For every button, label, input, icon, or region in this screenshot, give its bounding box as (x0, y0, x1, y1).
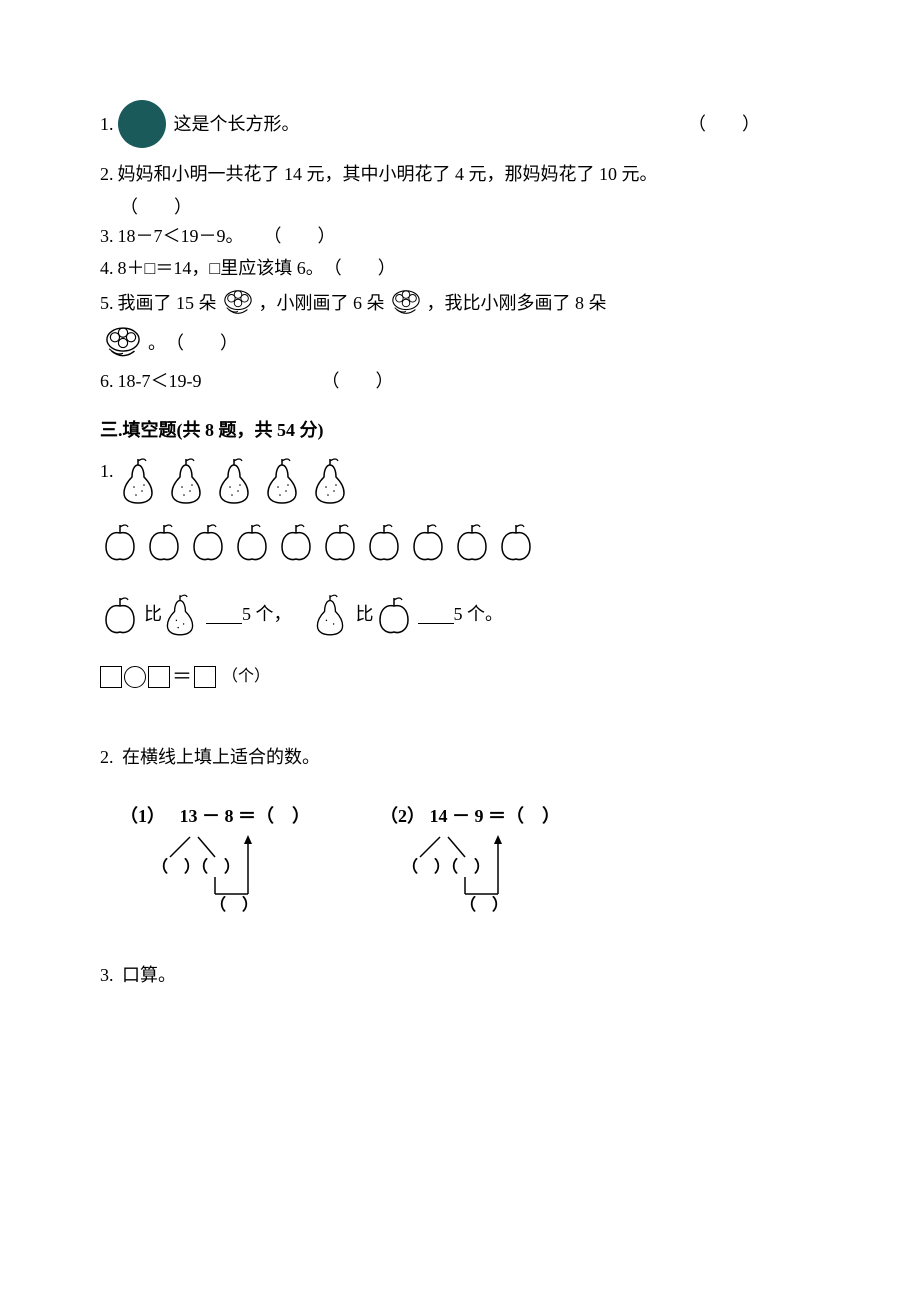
fill3: 3. 口算。 (100, 961, 820, 990)
pear-icon (118, 457, 158, 505)
q4-num: 4. (100, 254, 114, 283)
pear-icon (214, 457, 254, 505)
apple-icon (408, 521, 448, 563)
q3-num: 3. (100, 222, 114, 251)
q5-part2: ，小刚画了 6 朵 (259, 289, 385, 318)
flower-icon (100, 323, 146, 363)
q6-num: 6. (100, 367, 114, 396)
pear-icon (166, 457, 206, 505)
apple-icon (100, 521, 140, 563)
fill1-pears: 1. (100, 457, 820, 505)
apple-icon (144, 521, 184, 563)
judge-q5: 5. 我画了 15 朵 ，小刚画了 6 朵 ，我比小刚多画了 8 朵 (100, 287, 820, 319)
circle-icon (124, 666, 146, 688)
decomp-2: （2） 14 － 9 ＝（ ） （ ）（ ） （ ） (380, 802, 580, 922)
pear-icon (312, 593, 348, 637)
q3-text: 18－7＜19－9。 (118, 222, 244, 251)
judge-q3: 3. 18－7＜19－9。 （ ） (100, 222, 820, 251)
q5-part4: 。 (148, 329, 166, 358)
fill1-comparison: 比 5 个， 比 5 个。 (100, 593, 820, 637)
decomp-row: （1） 13 － 8 ＝（ ） （ ）（ ） （ ） （2） 14 － 9 ＝（… (100, 802, 820, 922)
decomp-diagram-icon: （ ）（ ） （ ） (120, 832, 320, 912)
q4-paren: （ ） (324, 254, 396, 283)
d2-expr: 14 － 9 ＝（ ） (430, 806, 561, 826)
q2-num: 2. (100, 160, 114, 189)
circle-icon (118, 100, 166, 148)
blank-line (206, 606, 242, 624)
decomp-1: （1） 13 － 8 ＝（ ） （ ）（ ） （ ） (120, 802, 320, 922)
fill1-num: 1. (100, 457, 114, 486)
comp1-suffix: 5 个， (242, 600, 292, 629)
apple-icon (320, 521, 360, 563)
fill1-apples (100, 521, 820, 563)
box-icon (100, 666, 122, 688)
blank-line (418, 606, 454, 624)
q2-text: 妈妈和小明一共花了 14 元，其中小明花了 4 元，那妈妈花了 10 元。 (118, 160, 658, 189)
apple-icon (100, 594, 140, 636)
pear-icon (162, 593, 198, 637)
flower-icon (387, 287, 425, 319)
d2-label: （2） (380, 806, 425, 826)
eq-unit: （个） (222, 664, 270, 690)
fill3-num: 3. (100, 965, 114, 985)
apple-icon (232, 521, 272, 563)
fill2: 2. 在横线上填上适合的数。 (100, 743, 820, 772)
comp2-suffix: 5 个。 (454, 600, 504, 629)
judge-q4: 4. 8＋□＝14，□里应该填 6。 （ ） (100, 254, 820, 283)
d1-label: （1） (120, 806, 165, 826)
comp1-mid: 比 (144, 600, 162, 629)
q6-paren: （ ） (322, 367, 394, 396)
apple-icon (452, 521, 492, 563)
q4-text: 8＋□＝14，□里应该填 6。 (118, 254, 324, 283)
comp2-mid: 比 (356, 600, 374, 629)
pear-icon (262, 457, 302, 505)
d1-expr: 13 － 8 ＝（ ） (180, 806, 311, 826)
apple-icon (188, 521, 228, 563)
judge-q1: 1. 这是个长方形。 （ ） (100, 100, 820, 148)
apple-icon (374, 594, 414, 636)
decomp-diagram-icon: （ ）（ ） （ ） (380, 832, 580, 912)
pear-icon (310, 457, 350, 505)
fill2-text: 在横线上填上适合的数。 (122, 747, 320, 767)
judge-q2: 2. 妈妈和小明一共花了 14 元，其中小明花了 4 元，那妈妈花了 10 元。 (100, 160, 820, 189)
svg-text:（ ）（ ）: （ ）（ ） (152, 858, 240, 876)
box-icon (194, 666, 216, 688)
apple-icon (364, 521, 404, 563)
q5-paren: （ ） (166, 329, 238, 358)
q5-part3: ，我比小刚多画了 8 朵 (427, 289, 607, 318)
judge-q5-line2: 。 （ ） (100, 323, 820, 363)
pear-row (118, 457, 358, 505)
fill3-text: 口算。 (122, 965, 176, 985)
box-icon (148, 666, 170, 688)
eq-sign: ＝ (172, 661, 192, 693)
svg-text:（ ）: （ ） (460, 896, 508, 912)
judge-q6: 6. 18-7＜19-9 （ ） (100, 367, 820, 396)
q1-text: 这是个长方形。 (174, 110, 300, 139)
apple-icon (276, 521, 316, 563)
q5-num: 5. (100, 289, 114, 318)
q3-paren: （ ） (264, 222, 336, 251)
q2-paren: （ ） (120, 193, 820, 222)
flower-icon (219, 287, 257, 319)
fill2-num: 2. (100, 747, 114, 767)
q6-text: 18-7＜19-9 (118, 367, 202, 396)
section3-title: 三.填空题(共 8 题，共 54 分) (100, 416, 820, 445)
svg-text:（ ）（ ）: （ ）（ ） (402, 858, 490, 876)
q5-part1: 我画了 15 朵 (118, 289, 217, 318)
q1-num: 1. (100, 110, 114, 139)
svg-text:（ ）: （ ） (210, 896, 258, 912)
apple-icon (496, 521, 536, 563)
q1-paren: （ ） (688, 110, 760, 139)
fill1-equation: ＝ （个） (100, 661, 820, 693)
